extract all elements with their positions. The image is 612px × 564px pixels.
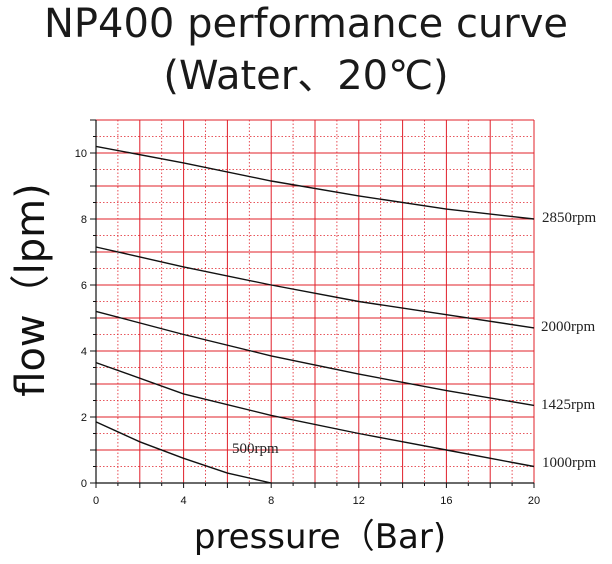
x-tick-label: 0 bbox=[93, 495, 99, 507]
grid bbox=[95, 119, 535, 484]
y-tick-label: 0 bbox=[81, 478, 87, 490]
y-tick-label: 4 bbox=[81, 346, 87, 358]
series-line-1425rpm bbox=[95, 310, 535, 407]
x-tick-label: 20 bbox=[528, 495, 540, 507]
series-label-2850rpm: 2850rpm bbox=[542, 210, 596, 226]
axes: 0 4 8 12 16 20 0 2 4 6 8 10 bbox=[75, 119, 540, 507]
y-axis-title: flow（lpm) bbox=[8, 183, 54, 396]
series-label-2000rpm: 2000rpm bbox=[541, 319, 595, 335]
y-tick-label: 10 bbox=[75, 148, 87, 160]
x-axis-title: pressure（Bar) bbox=[194, 517, 446, 557]
chart-title: NP400 performance curve bbox=[43, 1, 569, 47]
series-label-1000rpm: 1000rpm bbox=[542, 455, 596, 471]
series-lines bbox=[95, 145, 535, 484]
y-tick-label: 2 bbox=[81, 412, 87, 424]
x-tick-label: 8 bbox=[268, 495, 274, 507]
x-tick-label: 12 bbox=[353, 495, 365, 507]
series-line-2850rpm bbox=[95, 145, 535, 220]
series-line-2000rpm bbox=[95, 246, 535, 329]
series-line-1000rpm bbox=[95, 361, 535, 468]
x-tick-label: 16 bbox=[440, 495, 452, 507]
chart-subtitle: (Water、20℃) bbox=[163, 53, 449, 99]
y-tick-label: 6 bbox=[81, 280, 87, 292]
series-label-1425rpm: 1425rpm bbox=[541, 397, 595, 413]
series-label-500rpm: 500rpm bbox=[232, 441, 279, 457]
series-line-500rpm bbox=[95, 421, 272, 484]
series-labels: 2850rpm 2000rpm 1425rpm 1000rpm 500rpm bbox=[232, 210, 596, 471]
x-tick-label: 4 bbox=[181, 495, 187, 507]
y-tick-label: 8 bbox=[81, 214, 87, 226]
